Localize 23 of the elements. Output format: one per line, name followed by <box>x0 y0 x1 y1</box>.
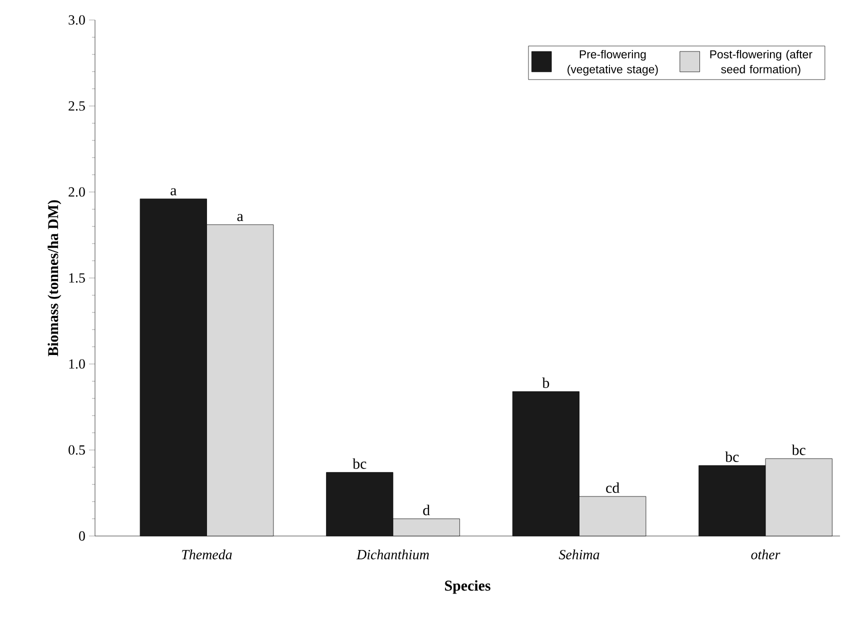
y-tick-label: 2.5 <box>68 101 85 111</box>
data-label: bc <box>352 458 366 469</box>
y-tick-label: 0 <box>79 531 85 541</box>
y-tick-label: 2.0 <box>68 187 85 197</box>
data-label: bc <box>725 451 739 462</box>
x-tick-label: Sehima <box>558 550 600 560</box>
y-axis-title: Biomass (tonnes/ha DM) <box>48 200 62 356</box>
x-tick-label: other <box>751 550 780 560</box>
text: Pre-flowering (vegetative stage) <box>568 50 658 76</box>
y-tick-label: 3.0 <box>68 15 85 25</box>
x-tick-label: Dichanthium <box>356 550 429 560</box>
y-tick-label: 1.0 <box>69 359 85 369</box>
x-axis-title: Species <box>445 580 490 594</box>
data-label: a <box>170 188 177 196</box>
data-label: a <box>237 214 244 222</box>
legend-label: Post-flowering (after seed formation) <box>710 50 812 76</box>
data-label: bc <box>792 444 806 456</box>
data-label: cd <box>606 482 620 493</box>
data-label: b <box>542 377 550 388</box>
y-tick-label: 1.5 <box>69 273 85 283</box>
y-tick-label: 0.5 <box>68 445 85 455</box>
x-tick-label: Themeda <box>182 550 232 560</box>
data-label: d <box>423 504 430 516</box>
